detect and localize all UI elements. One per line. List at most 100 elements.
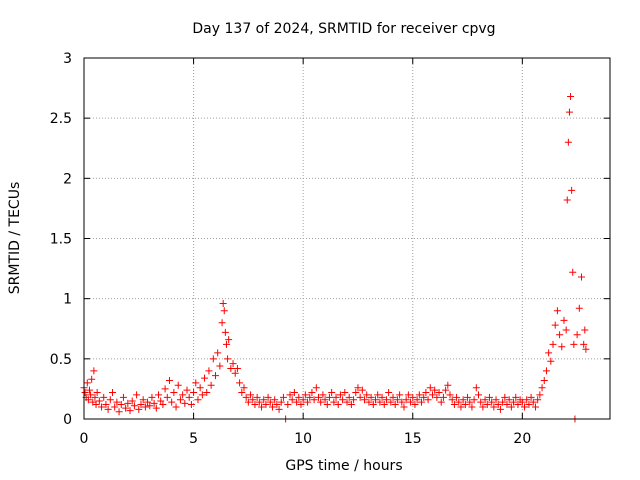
data-point (212, 372, 219, 380)
data-point (240, 384, 248, 392)
data-point (113, 398, 121, 406)
data-point (534, 396, 542, 404)
data-point (249, 396, 257, 404)
data-point (225, 336, 233, 344)
data-point (503, 401, 511, 409)
data-point (442, 386, 450, 394)
data-point (150, 399, 158, 407)
data-point (472, 384, 480, 392)
data-point (301, 391, 309, 399)
data-point (111, 403, 119, 411)
data-point (146, 402, 154, 410)
data-point (196, 384, 204, 392)
data-point (538, 384, 546, 392)
data-point (198, 391, 206, 399)
data-point (221, 328, 229, 336)
data-point (374, 391, 382, 399)
data-point (551, 321, 559, 329)
data-point (393, 396, 401, 404)
data-point (128, 397, 136, 405)
data-point (172, 403, 180, 411)
data-point (209, 355, 217, 363)
data-point (330, 398, 338, 406)
data-point (400, 403, 408, 411)
data-point (262, 401, 270, 409)
data-point (363, 391, 371, 399)
data-point (176, 396, 184, 404)
data-point (475, 391, 482, 399)
data-point (382, 396, 390, 404)
data-point (483, 401, 491, 409)
axis-ticks: 0 0.5 1 1.5 2 2.5 3 0 5 10 15 20 (50, 51, 610, 447)
data-point (378, 393, 386, 401)
y-tick-label: 2.5 (50, 111, 72, 127)
data-point (233, 364, 241, 372)
data-point (457, 403, 465, 411)
data-point (168, 398, 176, 406)
data-point (141, 403, 149, 411)
data-point (264, 393, 272, 401)
data-point (453, 393, 461, 401)
data-point (332, 393, 340, 401)
data-point (148, 393, 156, 401)
data-point (415, 391, 423, 399)
data-point (312, 384, 320, 392)
data-point (365, 398, 373, 406)
y-tick-label: 3 (63, 51, 72, 67)
data-point (108, 389, 116, 397)
data-point (165, 376, 173, 384)
data-point (343, 398, 351, 406)
data-point (229, 360, 237, 368)
data-point (133, 391, 141, 399)
data-point (527, 393, 535, 401)
data-point (420, 393, 428, 401)
data-point (242, 393, 250, 401)
data-point (488, 398, 496, 406)
data-point (297, 401, 305, 409)
data-point (418, 398, 426, 406)
data-point (560, 316, 568, 324)
data-point (271, 396, 279, 404)
data-point (356, 393, 364, 401)
data-point (568, 186, 576, 194)
data-point (224, 355, 232, 363)
data-point (255, 398, 263, 406)
data-point (556, 331, 564, 339)
data-point (496, 405, 504, 413)
data-point (345, 393, 353, 401)
data-point (531, 403, 539, 411)
data-point (253, 393, 261, 401)
data-point (244, 398, 252, 406)
data-point (341, 389, 349, 397)
data-point (266, 398, 274, 406)
data-point (321, 396, 329, 404)
data-point (304, 398, 312, 406)
data-point (308, 389, 316, 397)
data-point (100, 393, 108, 401)
data-point (385, 389, 393, 397)
data-point (525, 401, 533, 409)
data-point (371, 396, 379, 404)
data-point (426, 384, 434, 392)
data-point (514, 401, 522, 409)
data-point (279, 393, 287, 401)
data-point (161, 385, 169, 393)
data-point (328, 389, 336, 397)
data-point (117, 401, 125, 409)
data-point (521, 403, 529, 411)
data-point (389, 393, 397, 401)
data-point (409, 393, 417, 401)
data-point (336, 391, 344, 399)
data-point (126, 407, 134, 415)
data-point (236, 379, 244, 387)
data-point (505, 396, 513, 404)
data-point (98, 403, 106, 411)
data-point (290, 389, 298, 397)
data-point (485, 393, 493, 401)
data-point (258, 403, 266, 411)
data-point (569, 268, 577, 276)
data-point (558, 343, 566, 351)
data-point (203, 389, 211, 397)
data-point (479, 403, 487, 411)
